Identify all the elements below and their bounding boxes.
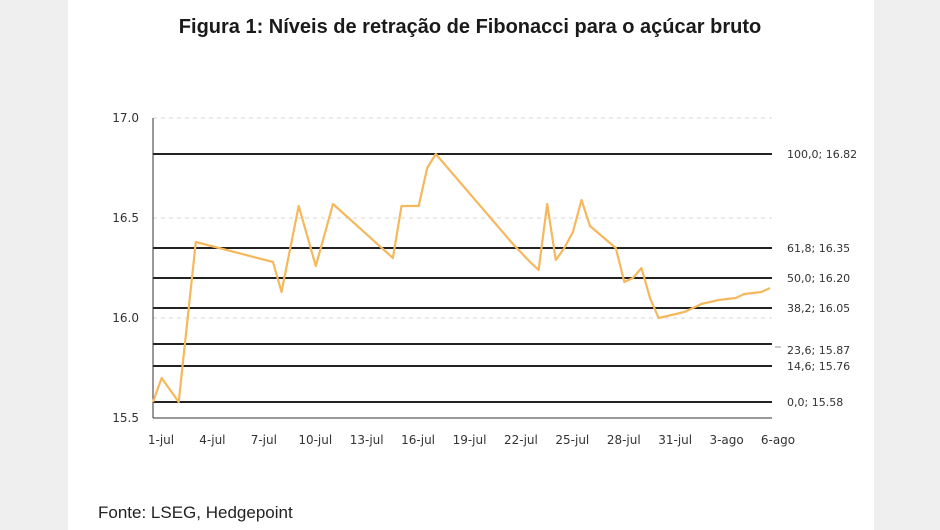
x-tick-label: 6-ago xyxy=(761,433,795,447)
price-series xyxy=(151,152,771,404)
x-tick-label: 1-jul xyxy=(148,433,174,447)
x-tick-label: 22-jul xyxy=(504,433,538,447)
fibonacci-level-label: 38,2; 16.05 xyxy=(787,302,850,315)
fibonacci-levels: 100,0; 16.82 61,8; 16.35 50,0; 16.20 38,2; … xyxy=(153,148,857,409)
fibonacci-level-label: 23,6; 15.87 xyxy=(787,344,850,357)
fibonacci-level-label: 50,0; 16.20 xyxy=(787,272,850,285)
x-tick-label: 3-ago xyxy=(709,433,743,447)
fibonacci-level-label: 61,8; 16.35 xyxy=(787,242,850,255)
fibonacci-level-label: 14,6; 15.76 xyxy=(787,360,850,373)
x-tick-label: 7-jul xyxy=(251,433,277,447)
x-tick-label: 10-jul xyxy=(298,433,332,447)
x-tick-label: 19-jul xyxy=(453,433,487,447)
axes: 17.0 16.5 16.0 15.5 1-jul 4-jul 7-jul 10-jul 13-… xyxy=(112,111,795,447)
x-tick-label: 13-jul xyxy=(350,433,384,447)
x-tick-label: 25-jul xyxy=(555,433,589,447)
y-tick-label: 16.5 xyxy=(112,211,139,225)
grid-lines xyxy=(153,117,772,319)
source-note: Fonte: LSEG, Hedgepoint xyxy=(98,503,293,522)
fibonacci-level-label: 100,0; 16.82 xyxy=(787,148,857,161)
x-tick-label: 16-jul xyxy=(401,433,435,447)
y-tick-label: 16.0 xyxy=(112,311,139,325)
fibonacci-level-label: 0,0; 15.58 xyxy=(787,396,843,409)
x-tick-label: 4-jul xyxy=(199,433,225,447)
price-line xyxy=(151,152,771,404)
x-tick-label: 28-jul xyxy=(607,433,641,447)
y-tick-label: 15.5 xyxy=(112,411,139,425)
y-tick-label: 17.0 xyxy=(112,111,139,125)
chart-title: Figura 1: Níveis de retração de Fibonacc… xyxy=(178,16,762,38)
fibonacci-chart: 100,0; 16.82 61,8; 16.35 50,0; 16.20 38,2; … xyxy=(112,111,857,447)
x-tick-label: 31-jul xyxy=(658,433,692,447)
chart-card xyxy=(68,0,874,530)
